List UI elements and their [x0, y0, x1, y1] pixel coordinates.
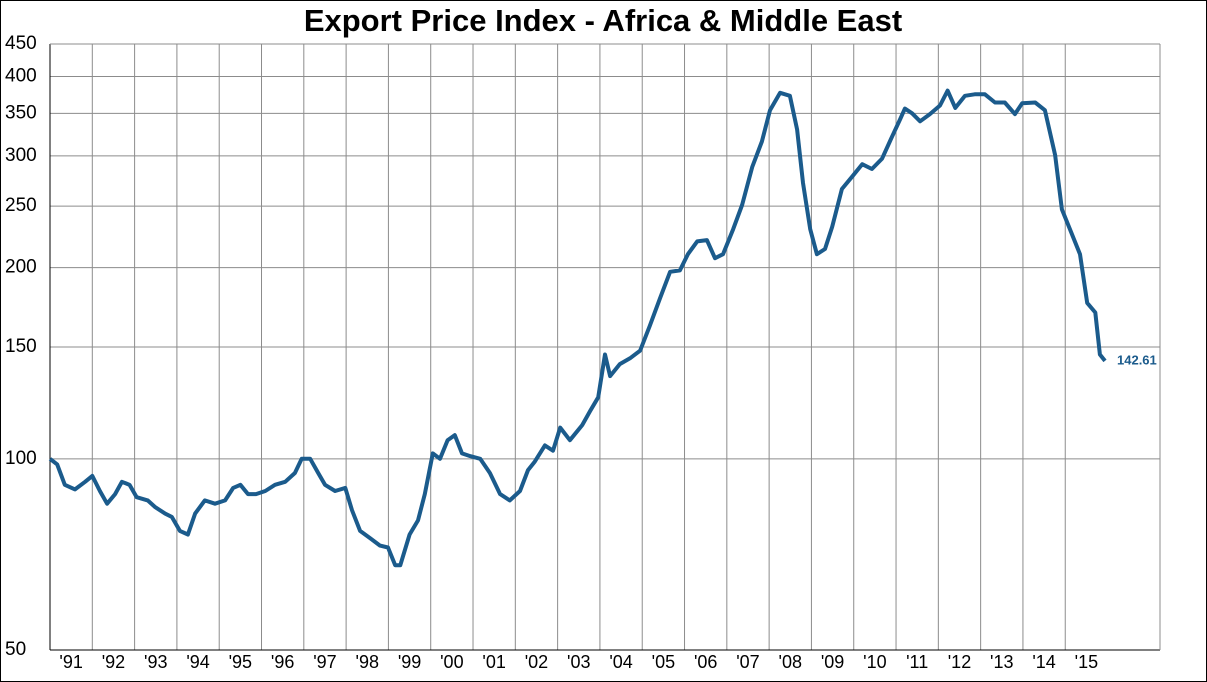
- x-tick-label: '96: [271, 652, 294, 672]
- x-tick-label: '08: [779, 652, 802, 672]
- x-tick-label: '09: [821, 652, 844, 672]
- x-tick-label: '97: [313, 652, 336, 672]
- x-tick-label: '95: [229, 652, 252, 672]
- x-tick-label: '93: [144, 652, 167, 672]
- chart-title: Export Price Index - Africa & Middle Eas…: [304, 3, 902, 38]
- x-tick-label: '07: [736, 652, 759, 672]
- y-tick-label: 150: [5, 336, 37, 357]
- x-tick-label: '05: [652, 652, 675, 672]
- y-tick-label: 250: [5, 195, 37, 216]
- x-tick-label: '04: [609, 652, 632, 672]
- y-tick-label: 300: [5, 145, 37, 166]
- end-value-label: 142.61: [1117, 352, 1157, 367]
- x-tick-label: '10: [863, 652, 886, 672]
- x-tick-label: '11: [906, 652, 928, 672]
- x-tick-label: '12: [948, 652, 971, 672]
- x-tick-label: '92: [102, 652, 125, 672]
- x-tick-label: '13: [990, 652, 1013, 672]
- x-tick-label: '15: [1075, 652, 1098, 672]
- line: [48, 88, 1107, 568]
- x-tick-label: '03: [567, 652, 590, 672]
- y-tick-label: 450: [5, 33, 37, 54]
- y-tick-label: 50: [5, 639, 26, 660]
- x-tick-label: '06: [694, 652, 717, 672]
- x-tick-label: '01: [482, 652, 505, 672]
- x-tick-label: '91: [59, 652, 82, 672]
- x-tick-label: '02: [525, 652, 548, 672]
- y-tick-label: 350: [5, 102, 37, 123]
- y-tick-label: 200: [5, 257, 37, 278]
- x-tick-label: '99: [398, 652, 421, 672]
- x-tick-label: '94: [186, 652, 209, 672]
- y-tick-label: 100: [5, 448, 37, 469]
- x-tick-label: '00: [440, 652, 463, 672]
- x-tick-label: '98: [356, 652, 379, 672]
- x-tick-label: '14: [1032, 652, 1055, 672]
- y-tick-label: 400: [5, 66, 37, 87]
